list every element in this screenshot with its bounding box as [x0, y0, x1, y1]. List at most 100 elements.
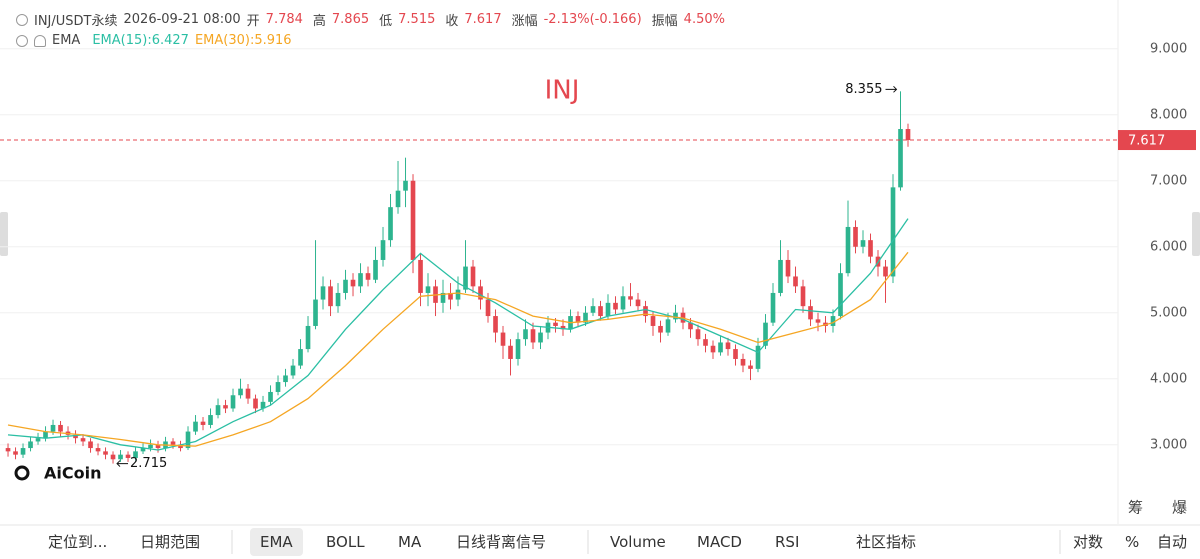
indicator-row: EMA EMA(15):6.427 EMA(30):5.916 [16, 33, 292, 48]
toolbar-item[interactable]: 日期范围 [140, 533, 201, 551]
candle-body [613, 302, 618, 310]
collapse-icon[interactable] [16, 34, 28, 47]
y-tick-label: 4.000 [1150, 371, 1187, 386]
toolbar-item[interactable]: 社区指标 [856, 533, 917, 551]
candle-body [733, 349, 738, 359]
candle-body [35, 438, 41, 442]
candle-body [133, 451, 138, 458]
watermark-text: AiCoin [44, 464, 101, 483]
toolbar-item[interactable]: MACD [697, 533, 742, 551]
candle-body [800, 286, 806, 307]
ohlc-label: 低 [379, 14, 393, 29]
candle-body [380, 240, 386, 260]
candle-body [590, 306, 596, 313]
candle-body [575, 316, 581, 323]
candle-body [313, 299, 318, 326]
collapse-icon[interactable] [16, 13, 28, 26]
side-label[interactable]: 爆 [1172, 499, 1187, 517]
candle-body [73, 434, 78, 439]
candle-body [253, 398, 258, 409]
ohlc-label: 高 [312, 14, 326, 29]
candle-body [583, 312, 588, 323]
candle-body [125, 454, 131, 458]
ohlc-label: 收 [445, 14, 459, 29]
candle-body [838, 273, 843, 317]
ema-line [7, 251, 909, 447]
candle-body [530, 329, 536, 343]
candle-body [628, 296, 633, 300]
candle-body [298, 349, 303, 366]
alert-icon[interactable] [34, 34, 46, 47]
right-handle[interactable] [1192, 212, 1200, 256]
price-tag-label: 7.617 [1128, 134, 1165, 149]
candle-body [178, 444, 183, 449]
candle-body [328, 286, 333, 307]
candle-body [103, 451, 108, 455]
candle-body [763, 322, 768, 346]
toolbar-item[interactable]: BOLL [326, 533, 365, 551]
candle-body [493, 316, 498, 333]
candle-body [320, 286, 326, 300]
toolbar-item[interactable]: 日线背离信号 [456, 533, 547, 551]
candle-body [448, 292, 453, 300]
close-value: 7.617 [464, 12, 502, 27]
time: 2026-09-21 08:00 [123, 12, 241, 27]
chart-title: INJ [545, 76, 580, 106]
candle-body [845, 226, 851, 274]
amplitude-label: 振幅 [651, 14, 678, 29]
candle-body [20, 448, 26, 455]
candle-body [170, 441, 176, 445]
candle-body [223, 405, 228, 409]
candle-body [215, 405, 221, 416]
y-tick-label: 8.000 [1150, 107, 1187, 122]
candle-body [118, 454, 123, 460]
candle-body [13, 451, 18, 455]
candle-body [515, 339, 521, 359]
candle-body [755, 345, 761, 369]
candle-body [703, 339, 708, 346]
candle-body [538, 332, 543, 343]
open-value: 7.784 [265, 12, 303, 27]
candle-body [110, 454, 116, 460]
toolbar-item[interactable]: MA [398, 533, 422, 551]
toolbar-item[interactable]: 对数 [1073, 533, 1104, 551]
candle-body [230, 395, 236, 409]
toolbar-item[interactable]: % [1125, 533, 1140, 551]
candle-body [43, 431, 48, 439]
candle-body [470, 266, 476, 287]
y-tick-label: 9.000 [1150, 41, 1187, 56]
candle-body [650, 316, 656, 326]
candle-body [5, 448, 11, 452]
candle-body [808, 306, 813, 320]
change-label: 涨幅 [511, 14, 538, 29]
toolbar-item[interactable]: 自动 [1157, 533, 1188, 551]
left-handle[interactable] [0, 212, 8, 256]
max-label: 8.355 [845, 82, 882, 97]
candle-body [388, 207, 393, 241]
toolbar-item[interactable]: RSI [775, 533, 800, 551]
side-label[interactable]: 筹 [1128, 499, 1143, 517]
toolbar-item[interactable]: EMA [250, 528, 303, 556]
grid [0, 48, 1118, 446]
candle-body [200, 421, 206, 425]
candle-body [778, 259, 783, 293]
indicator-name[interactable]: EMA [52, 33, 81, 48]
candle-body [425, 286, 431, 293]
candle-body [500, 332, 506, 346]
candle-body [358, 273, 363, 287]
candle-body [883, 266, 888, 277]
candle-body [598, 306, 603, 317]
candle-body [395, 190, 401, 208]
toolbar-item[interactable]: Volume [610, 533, 666, 551]
y-tick-label: 3.000 [1150, 437, 1187, 452]
candle-body [553, 322, 558, 326]
toolbar-item[interactable]: 定位到... [48, 533, 108, 551]
symbol: INJ/USDT永续 [34, 14, 118, 29]
candle-body [868, 240, 873, 257]
candle-body [193, 421, 198, 432]
candle-body [418, 259, 423, 293]
candle-body [485, 299, 491, 317]
candle-body [155, 444, 161, 449]
candle-body [688, 322, 693, 330]
